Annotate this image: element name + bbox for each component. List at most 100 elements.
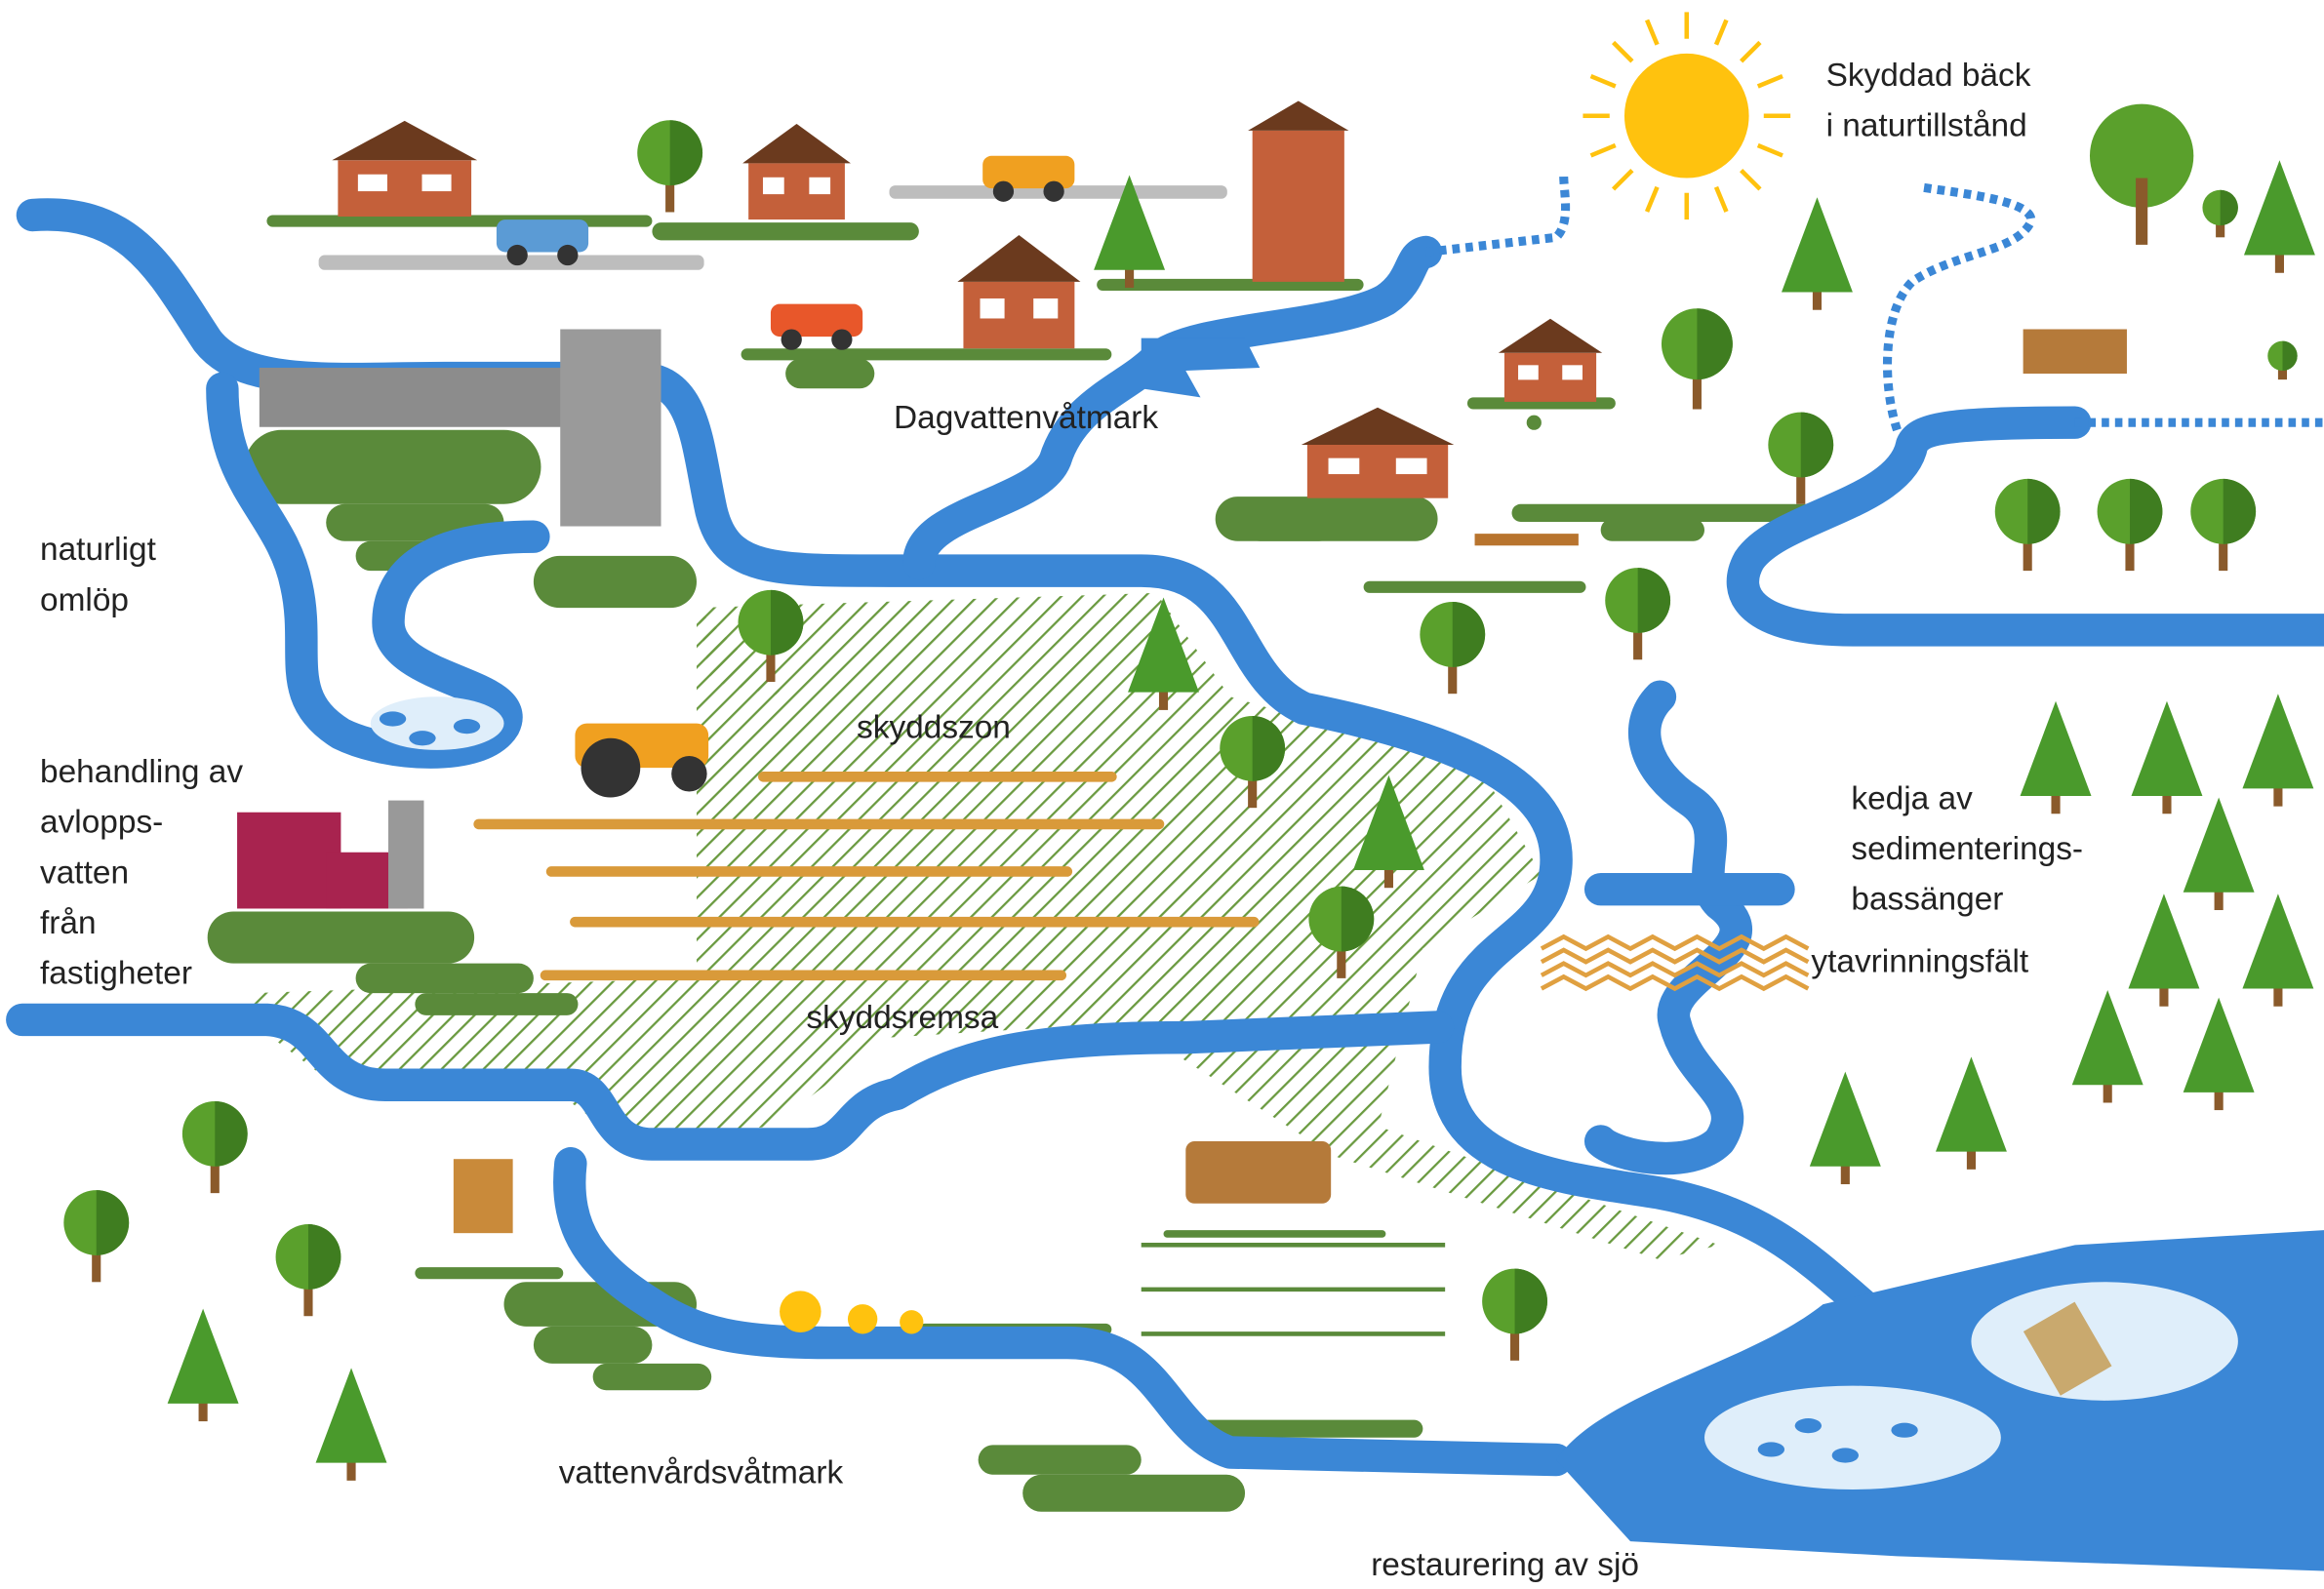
label: naturligt [40, 532, 157, 568]
house-roof [1302, 408, 1454, 445]
land-patch [1364, 581, 1586, 593]
land-patch [1164, 1230, 1386, 1238]
label: omlöp [40, 582, 129, 618]
river [1601, 696, 1737, 1158]
pine [168, 1309, 239, 1404]
land-patch [208, 912, 474, 964]
tree-shade [2130, 479, 2162, 544]
runoff-field [1542, 936, 1808, 948]
tree-shade [215, 1101, 247, 1167]
duck [780, 1291, 821, 1332]
label: Dagvattenvåtmark [894, 400, 1158, 436]
house-window [1518, 365, 1539, 379]
pine-trunk [1159, 690, 1168, 710]
land-patch [1601, 519, 1704, 541]
pine [2184, 998, 2255, 1092]
wheel [831, 329, 852, 349]
sun-ray [1716, 187, 1726, 212]
restored-area [1971, 1282, 2237, 1401]
pine-trunk [2215, 1090, 2224, 1110]
pine [2072, 990, 2144, 1085]
fish [1795, 1418, 1822, 1433]
land-patch [266, 216, 652, 227]
pine [2021, 701, 2092, 796]
tree-shade [97, 1190, 129, 1255]
pine-trunk [2162, 793, 2171, 814]
sun-ray [1758, 145, 1783, 155]
car [497, 219, 588, 252]
pine [2184, 798, 2255, 893]
river [570, 1164, 1556, 1460]
sun-ray [1591, 76, 1616, 86]
car [982, 156, 1074, 188]
house-roof [957, 235, 1080, 282]
label: från [40, 905, 97, 941]
land-patch [534, 556, 697, 608]
fish [454, 719, 480, 734]
fish [1758, 1442, 1784, 1456]
tree-shade [1638, 568, 1670, 633]
house-window [1562, 365, 1583, 379]
land-patch [415, 993, 578, 1015]
label: skyddsremsa [806, 1000, 998, 1036]
sun-ray [1742, 43, 1760, 61]
sun-ray [1591, 145, 1616, 155]
land-patch [1245, 511, 1334, 540]
tree-shade [1697, 308, 1732, 379]
label: avlopps- [40, 805, 163, 841]
sun-ray [1742, 171, 1760, 189]
pine-trunk [2273, 985, 2282, 1006]
house-window [1329, 458, 1360, 474]
label: Skyddad bäck [1826, 58, 2031, 94]
wheel [993, 181, 1014, 202]
duck [848, 1304, 877, 1333]
house-window [1033, 298, 1058, 319]
runoff-field [1542, 950, 1808, 962]
label: sedimenterings- [1851, 831, 2083, 867]
land-patch [652, 222, 918, 240]
duck [900, 1310, 923, 1333]
label: behandling av [40, 754, 243, 790]
land-patch [741, 348, 1112, 360]
pine-trunk [2215, 890, 2224, 910]
label: ytavrinningsfält [1811, 944, 2029, 980]
pine [2132, 701, 2203, 796]
sun-ray [1614, 43, 1632, 61]
wheel [1043, 181, 1063, 202]
apartment [1253, 131, 1344, 282]
apartment-roof [1248, 101, 1348, 131]
wheel [507, 245, 528, 265]
tractor-wheel [671, 756, 706, 791]
land-patch [245, 430, 541, 504]
house-window [358, 175, 387, 191]
house-window [421, 175, 451, 191]
wheel [781, 329, 802, 349]
barn [237, 813, 341, 909]
tree-shade [2224, 479, 2256, 544]
pine-trunk [2275, 252, 2284, 272]
pine-trunk [199, 1401, 208, 1421]
sun-ray [1716, 20, 1726, 44]
pine [316, 1368, 387, 1462]
dam-tower [560, 329, 661, 526]
land-patch [1527, 416, 1542, 430]
dam [260, 368, 563, 427]
sun-ray [1614, 171, 1632, 189]
fish [380, 711, 406, 726]
land-patch [785, 359, 874, 388]
label: bassänger [1851, 882, 2003, 918]
fish [409, 731, 435, 745]
pine-trunk [1384, 867, 1393, 888]
land-patch [356, 964, 534, 993]
pine [2242, 894, 2313, 988]
tractor-wheel [581, 738, 641, 798]
house-roof [742, 124, 851, 163]
pine [2128, 894, 2199, 988]
deer [2023, 329, 2127, 374]
tree-shade [2027, 479, 2060, 544]
runoff-field [1542, 964, 1808, 975]
house-window [809, 178, 830, 194]
pine-trunk [2104, 1082, 2112, 1102]
label: vattenvårdsvåtmark [559, 1455, 844, 1491]
restored-area [1704, 1386, 2001, 1490]
